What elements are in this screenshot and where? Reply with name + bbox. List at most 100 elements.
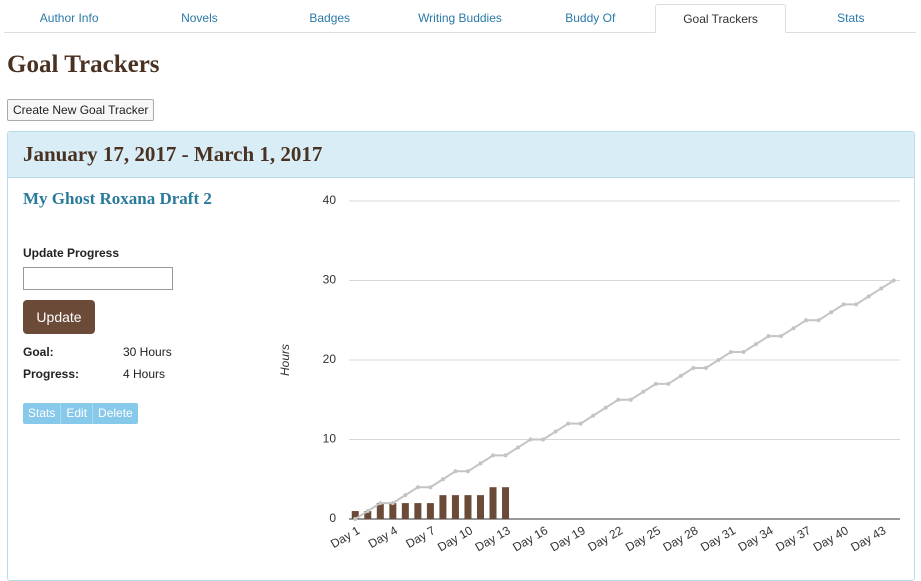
- tab[interactable]: Author Info: [39, 11, 99, 25]
- line-point: [403, 493, 408, 498]
- line-point: [628, 397, 633, 402]
- line-point: [553, 429, 558, 434]
- line-point: [804, 318, 809, 323]
- action-button[interactable]: Stats: [23, 403, 62, 424]
- x-tick-label: Day 19: [548, 523, 588, 554]
- create-button[interactable]: Create New Goal Tracker: [7, 99, 155, 121]
- x-tick-label: Day 40: [811, 523, 851, 554]
- tab[interactable]: Novels: [181, 11, 218, 25]
- line-point: [541, 437, 546, 442]
- line-point: [453, 469, 458, 474]
- tab[interactable]: Buddy Of: [565, 11, 616, 25]
- x-tick-label: Day 10: [435, 523, 475, 554]
- line-point: [779, 334, 784, 339]
- y-tick-label: 40: [323, 193, 337, 207]
- y-axis-label: Hours: [278, 344, 292, 376]
- line-point: [365, 509, 370, 514]
- x-tick-label: Day 13: [473, 523, 513, 554]
- progress-value: 4 Hours: [123, 367, 166, 381]
- line-point: [528, 437, 533, 442]
- line-point: [415, 485, 420, 490]
- line-point: [866, 294, 871, 299]
- line-point: [440, 477, 445, 482]
- line-point: [716, 358, 721, 362]
- line-point: [591, 413, 596, 418]
- line-point: [465, 469, 470, 474]
- line-point: [703, 365, 708, 370]
- line-point: [691, 365, 696, 370]
- x-tick-label: Day 7: [403, 523, 437, 551]
- action-button[interactable]: Edit: [61, 403, 94, 424]
- x-tick-label: Day 28: [661, 523, 701, 554]
- tab[interactable]: Goal Trackers: [655, 4, 786, 33]
- line-point: [603, 405, 608, 410]
- x-tick-label: Day 43: [848, 523, 888, 554]
- line: [354, 279, 895, 520]
- line-point: [478, 461, 483, 466]
- update-label: Update Progress: [23, 246, 120, 260]
- bar: [426, 503, 434, 519]
- line-point: [829, 310, 834, 315]
- tracker-panel: January 17, 2017 - March 1, 2017: [7, 131, 915, 581]
- line-point: [516, 445, 521, 450]
- bar: [376, 503, 384, 519]
- line-point: [766, 334, 771, 339]
- line-point: [641, 389, 646, 394]
- line-point: [566, 421, 571, 426]
- line-point: [841, 302, 846, 307]
- line-point: [753, 342, 758, 347]
- update-button[interactable]: Update: [23, 300, 95, 334]
- progress-label: Progress:: [23, 367, 80, 381]
- bar: [401, 503, 409, 519]
- x-tick-label: Day 31: [698, 523, 738, 554]
- line-point: [791, 326, 796, 331]
- line-point: [390, 501, 395, 506]
- line-point: [741, 350, 746, 355]
- line-point: [353, 517, 358, 521]
- line-point: [879, 286, 884, 291]
- action-buttons: Stats Edit Delete: [23, 403, 138, 424]
- line-point: [428, 485, 433, 490]
- y-tick-label: 0: [329, 511, 336, 525]
- x-tick-label: Day 22: [585, 523, 625, 554]
- line-point: [491, 453, 496, 458]
- bar: [439, 495, 447, 519]
- tab-bar: Author Info Novels Badges Writing Buddies Bu…: [4, 4, 916, 33]
- goal-value: 30 Hours: [123, 345, 172, 359]
- line-point: [378, 501, 383, 506]
- page-title: Goal Trackers: [7, 51, 160, 78]
- line-point: [616, 397, 621, 402]
- x-tick-label: Day 4: [366, 523, 400, 551]
- action-button[interactable]: Delete: [98, 406, 133, 420]
- line-point: [653, 381, 658, 386]
- tracker-name[interactable]: My Ghost Roxana Draft 2: [23, 189, 212, 208]
- bar: [476, 495, 484, 519]
- y-tick-label: 30: [323, 273, 337, 287]
- bar: [464, 495, 472, 519]
- bar: [489, 487, 497, 519]
- progress-input[interactable]: [23, 267, 173, 290]
- x-tick-label: Day 25: [623, 523, 663, 554]
- tab[interactable]: Stats: [837, 11, 865, 25]
- bar: [351, 511, 359, 519]
- tab[interactable]: Writing Buddies: [418, 11, 502, 25]
- x-tick-label: Day 34: [736, 523, 776, 554]
- line-point: [578, 421, 583, 426]
- x-tick-label: Day 1: [328, 523, 362, 551]
- line-point: [891, 278, 896, 283]
- bar: [414, 503, 422, 519]
- bar: [364, 511, 372, 519]
- tab[interactable]: Badges: [309, 11, 351, 25]
- y-tick-label: 20: [323, 352, 337, 366]
- x-tick-label: Day 37: [773, 523, 813, 554]
- goal-label: Goal:: [23, 345, 54, 359]
- bar: [502, 487, 510, 519]
- line-point: [678, 373, 683, 378]
- x-tick-label: Day 16: [510, 523, 550, 554]
- bar: [451, 495, 459, 519]
- page: Author Info Novels Badges Writing Buddies Bu…: [4, 4, 916, 581]
- date-range: January 17, 2017 - March 1, 2017: [8, 132, 914, 178]
- bar: [389, 503, 397, 519]
- line-point: [854, 302, 859, 307]
- line-point: [728, 350, 733, 355]
